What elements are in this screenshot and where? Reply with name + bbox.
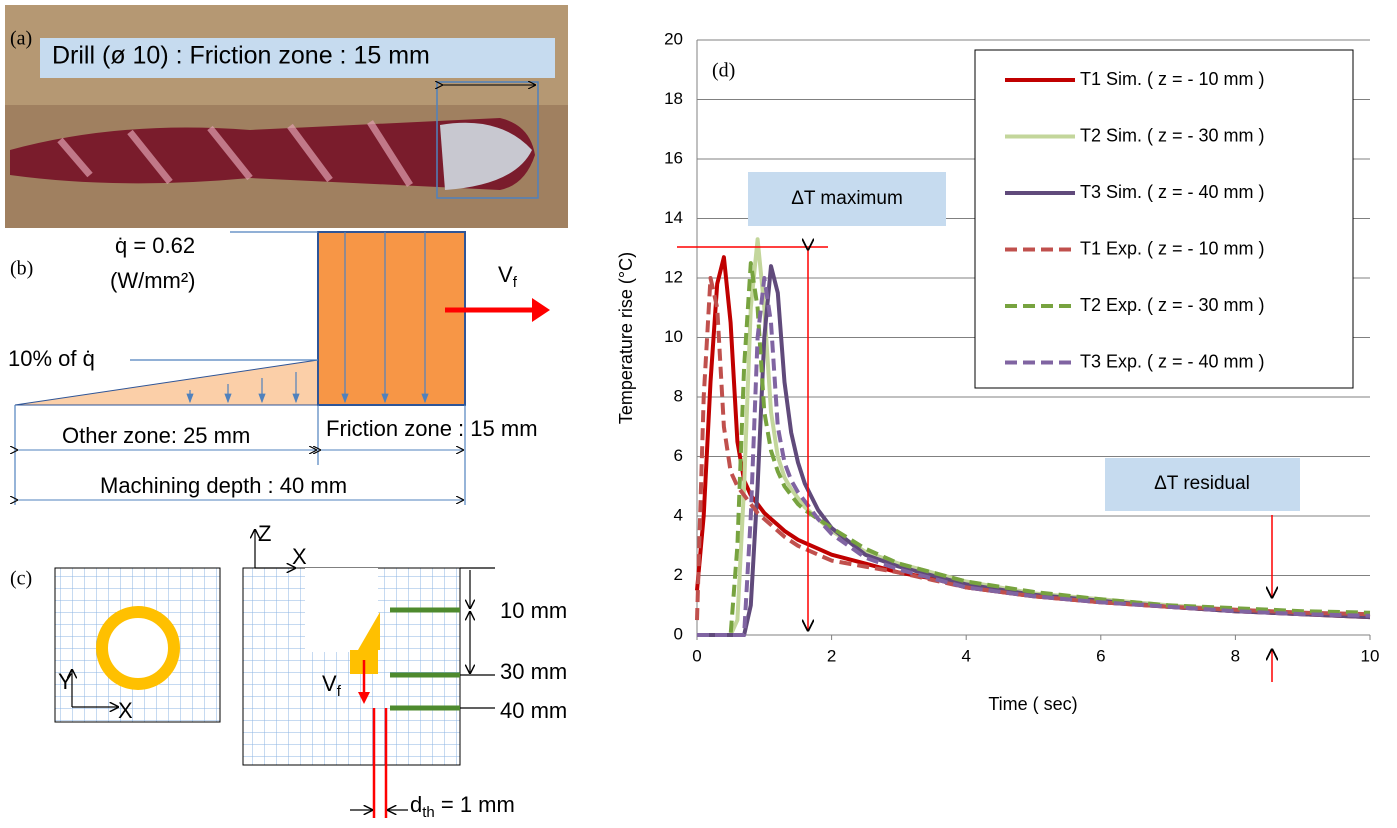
y-tick-label: 2 bbox=[674, 565, 683, 584]
annotation-box bbox=[748, 172, 946, 226]
hole bbox=[96, 606, 180, 690]
y-tick-label: 18 bbox=[664, 89, 683, 108]
chart: (d) Time ( sec) Temperature rise (°C) 0 2… bbox=[616, 29, 1380, 713]
y-axis-title: Temperature rise (°C) bbox=[616, 252, 636, 424]
axis-y: Y bbox=[58, 669, 73, 694]
tool-tip bbox=[358, 612, 380, 650]
y-tick-label: 8 bbox=[674, 386, 683, 405]
feed-label: Vf bbox=[322, 671, 342, 700]
y-tick-label: 10 bbox=[664, 327, 683, 346]
depth-label: 30 mm bbox=[500, 659, 567, 684]
x-tick-label: 0 bbox=[692, 646, 701, 665]
x-axis-title: Time ( sec) bbox=[988, 694, 1077, 714]
dth-label: dth = 1 mm bbox=[410, 792, 515, 821]
legend-label: T3 Exp. ( z = - 40 mm ) bbox=[1080, 351, 1265, 371]
axis-x: X bbox=[292, 544, 307, 569]
feed-arrowhead bbox=[532, 298, 550, 322]
dth-value: = 1 mm bbox=[435, 792, 515, 817]
feed-sub: f bbox=[513, 274, 518, 291]
axis-x: X bbox=[118, 698, 133, 723]
x-tick-label: 4 bbox=[961, 646, 970, 665]
caption-box bbox=[40, 38, 555, 78]
flux-unit: (W/mm²) bbox=[110, 268, 196, 293]
other-zone: Other zone: 25 mm bbox=[62, 423, 250, 448]
friction-flux bbox=[317, 231, 466, 406]
panel-label: (b) bbox=[10, 258, 33, 280]
y-tick-label: 12 bbox=[664, 267, 683, 286]
panel-c: (c) Z X Y X 10 mm 30 mm 40 mm Vf dth = 1… bbox=[10, 521, 567, 821]
panel-a: (a) Drill (ø 10) : Friction zone : 15 mm bbox=[5, 5, 568, 228]
panel-label: (a) bbox=[10, 28, 32, 50]
flux: q̇ = 0.62 bbox=[115, 233, 195, 258]
panel-label: (c) bbox=[10, 568, 32, 590]
depth-label: 40 mm bbox=[500, 698, 567, 723]
panel-label: (d) bbox=[712, 60, 735, 82]
legend-label: T1 Sim. ( z = - 10 mm ) bbox=[1080, 69, 1265, 89]
friction-zone: Friction zone : 15 mm bbox=[326, 416, 538, 441]
legend-label: T1 Exp. ( z = - 10 mm ) bbox=[1080, 238, 1265, 258]
feed: V bbox=[322, 671, 337, 696]
annotation: ΔT residual bbox=[1154, 473, 1250, 494]
ratio: 10% of q̇ bbox=[8, 346, 95, 371]
legend-label: T2 Exp. ( z = - 30 mm ) bbox=[1080, 295, 1265, 315]
x-tick-label: 10 bbox=[1361, 646, 1380, 665]
dth: d bbox=[410, 792, 422, 817]
y-tick-label: 20 bbox=[664, 29, 683, 48]
feed-sub: f bbox=[337, 683, 342, 700]
feed-label: Vf bbox=[498, 262, 518, 291]
depth: Machining depth : 40 mm bbox=[100, 473, 347, 498]
annotation-box bbox=[1105, 458, 1300, 511]
x-tick-label: 2 bbox=[827, 646, 836, 665]
annotation: ΔT maximum bbox=[791, 188, 903, 209]
y-tick-label: 4 bbox=[674, 505, 683, 524]
x-tick-label: 6 bbox=[1096, 646, 1105, 665]
series-line bbox=[695, 276, 1371, 621]
legend-label: T2 Sim. ( z = - 30 mm ) bbox=[1080, 125, 1265, 145]
x-tick-label: 8 bbox=[1231, 646, 1240, 665]
depth-label: 10 mm bbox=[500, 598, 567, 623]
feed: V bbox=[498, 262, 513, 287]
drill-tip bbox=[440, 122, 532, 190]
y-tick-label: 14 bbox=[664, 208, 683, 227]
axis-z: Z bbox=[258, 521, 271, 546]
caption: Drill (ø 10) : Friction zone : 15 mm bbox=[52, 42, 430, 70]
y-tick-label: 6 bbox=[674, 446, 683, 465]
legend-label: T3 Sim. ( z = - 40 mm ) bbox=[1080, 182, 1265, 202]
y-tick-label: 16 bbox=[664, 148, 683, 167]
dth-sub: th bbox=[422, 804, 435, 821]
panel-b: (b) q̇ = 0.62 (W/mm²) Vf 10% of q̇ Other… bbox=[8, 231, 550, 505]
legend-box bbox=[974, 49, 1354, 389]
y-tick-label: 0 bbox=[674, 624, 683, 643]
drill-flute bbox=[57, 120, 413, 187]
